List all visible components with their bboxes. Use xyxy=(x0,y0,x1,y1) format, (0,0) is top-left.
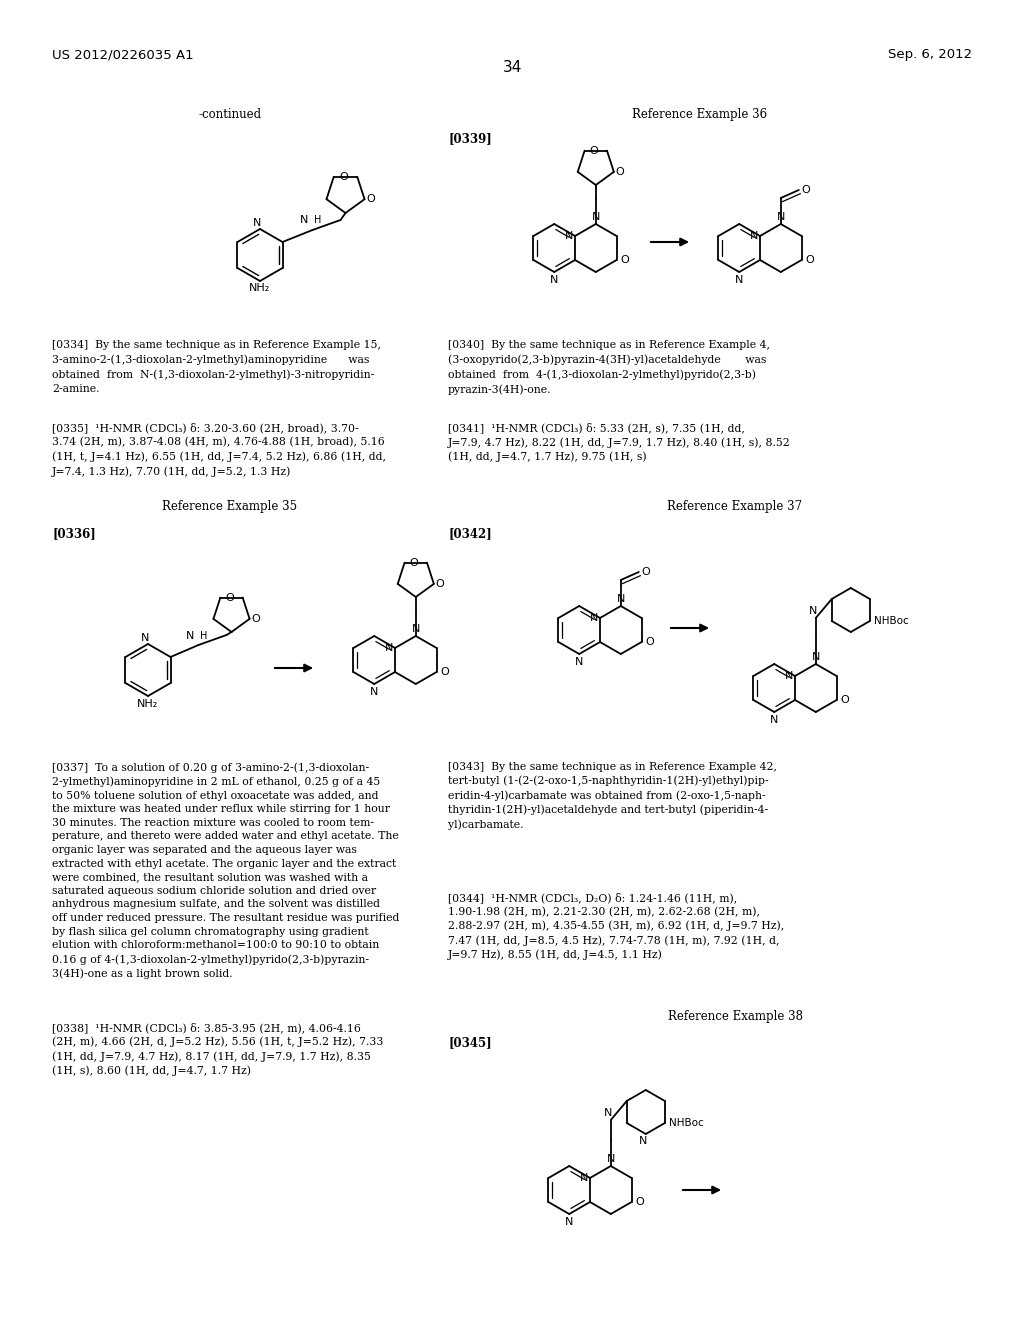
Text: N: N xyxy=(770,715,778,725)
Text: O: O xyxy=(367,194,375,205)
Text: N: N xyxy=(300,215,308,224)
Text: [0338]  ¹H-NMR (CDCl₃) δ: 3.85-3.95 (2H, m), 4.06-4.16
(2H, m), 4.66 (2H, d, J=5: [0338] ¹H-NMR (CDCl₃) δ: 3.85-3.95 (2H, … xyxy=(52,1022,383,1076)
Text: O: O xyxy=(252,614,260,624)
Text: N: N xyxy=(141,634,150,643)
Text: NH₂: NH₂ xyxy=(250,282,270,293)
Text: N: N xyxy=(575,657,584,667)
Text: N: N xyxy=(812,652,820,663)
Text: N: N xyxy=(370,686,379,697)
Text: N: N xyxy=(580,1173,588,1183)
Text: [0344]  ¹H-NMR (CDCl₃, D₂O) δ: 1.24-1.46 (11H, m),
1.90-1.98 (2H, m), 2.21-2.30 : [0344] ¹H-NMR (CDCl₃, D₂O) δ: 1.24-1.46 … xyxy=(449,892,784,960)
Text: O: O xyxy=(440,667,450,677)
Text: [0343]  By the same technique as in Reference Example 42,
tert-butyl (1-(2-(2-ox: [0343] By the same technique as in Refer… xyxy=(449,762,777,830)
Text: [0335]  ¹H-NMR (CDCl₃) δ: 3.20-3.60 (2H, broad), 3.70-
3.74 (2H, m), 3.87-4.08 (: [0335] ¹H-NMR (CDCl₃) δ: 3.20-3.60 (2H, … xyxy=(52,422,386,477)
Text: [0342]: [0342] xyxy=(449,527,492,540)
Text: O: O xyxy=(340,172,348,182)
Text: Reference Example 37: Reference Example 37 xyxy=(668,500,803,513)
Text: 34: 34 xyxy=(503,59,521,75)
Text: N: N xyxy=(186,631,195,642)
Text: NH₂: NH₂ xyxy=(137,700,159,709)
Text: O: O xyxy=(806,255,814,265)
Text: NHBoc: NHBoc xyxy=(669,1118,703,1129)
Text: N: N xyxy=(385,643,393,653)
Text: N: N xyxy=(750,231,758,242)
Text: N: N xyxy=(550,275,558,285)
Text: Reference Example 35: Reference Example 35 xyxy=(163,500,298,513)
Text: O: O xyxy=(841,696,849,705)
Text: N: N xyxy=(606,1154,615,1164)
Text: [0340]  By the same technique as in Reference Example 4,
(3-oxopyrido(2,3-b)pyra: [0340] By the same technique as in Refer… xyxy=(449,341,770,395)
Text: O: O xyxy=(410,557,418,568)
Text: Reference Example 36: Reference Example 36 xyxy=(633,108,768,121)
Text: O: O xyxy=(589,145,598,156)
Text: Sep. 6, 2012: Sep. 6, 2012 xyxy=(888,48,972,61)
Text: O: O xyxy=(642,568,650,577)
Text: Reference Example 38: Reference Example 38 xyxy=(668,1010,803,1023)
Text: -continued: -continued xyxy=(199,108,261,121)
Text: N: N xyxy=(253,218,261,228)
Text: [0337]  To a solution of 0.20 g of 3-amino-2-(1,3-dioxolan-
2-ylmethyl)aminopyri: [0337] To a solution of 0.20 g of 3-amin… xyxy=(52,762,399,979)
Text: N: N xyxy=(412,624,420,634)
Text: N: N xyxy=(776,213,785,222)
Text: O: O xyxy=(621,255,630,265)
Text: N: N xyxy=(639,1137,647,1146)
Text: N: N xyxy=(735,275,743,285)
Text: O: O xyxy=(225,593,233,603)
Text: O: O xyxy=(802,185,811,195)
Text: [0334]  By the same technique as in Reference Example 15,
3-amino-2-(1,3-dioxola: [0334] By the same technique as in Refer… xyxy=(52,341,381,393)
Text: H: H xyxy=(200,631,207,642)
Text: [0339]: [0339] xyxy=(449,132,492,145)
Text: O: O xyxy=(436,579,444,589)
Text: N: N xyxy=(616,594,625,605)
Text: N: N xyxy=(564,231,573,242)
Text: NHBoc: NHBoc xyxy=(873,616,908,626)
Text: O: O xyxy=(645,638,654,647)
Text: N: N xyxy=(565,1217,573,1228)
Text: N: N xyxy=(603,1107,612,1118)
Text: O: O xyxy=(636,1197,644,1206)
Text: [0345]: [0345] xyxy=(449,1036,492,1049)
Text: O: O xyxy=(615,166,625,177)
Text: US 2012/0226035 A1: US 2012/0226035 A1 xyxy=(52,48,194,61)
Text: [0341]  ¹H-NMR (CDCl₃) δ: 5.33 (2H, s), 7.35 (1H, dd,
J=7.9, 4.7 Hz), 8.22 (1H, : [0341] ¹H-NMR (CDCl₃) δ: 5.33 (2H, s), 7… xyxy=(449,422,791,462)
Text: N: N xyxy=(590,612,598,623)
Text: [0336]: [0336] xyxy=(52,527,96,540)
Text: H: H xyxy=(313,215,321,224)
Text: N: N xyxy=(809,606,817,616)
Text: N: N xyxy=(784,671,793,681)
Text: N: N xyxy=(592,213,600,222)
